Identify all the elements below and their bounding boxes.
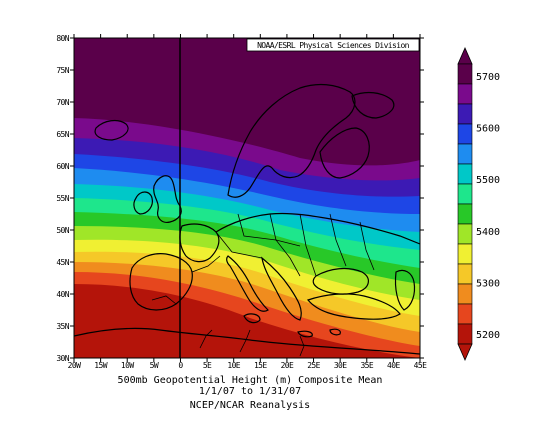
height-field	[74, 38, 420, 358]
lat-tick-label: 30N	[56, 354, 69, 363]
colorbar-bottom-arrow	[457, 343, 473, 361]
border-6	[359, 221, 375, 271]
coast-iberia	[129, 253, 193, 311]
band-13	[74, 284, 420, 358]
lon-tick-label: 45E	[414, 361, 427, 370]
border-3	[269, 213, 301, 277]
colorbar-swatch	[457, 103, 473, 125]
colorbar-swatch	[457, 243, 473, 265]
colorbar-swatch	[457, 283, 473, 305]
coast-cyprus	[329, 328, 341, 336]
border-7	[151, 295, 177, 305]
lat-tick-label: 55N	[56, 194, 69, 203]
colorbar-swatch	[457, 83, 473, 105]
coast-caspian	[394, 269, 416, 311]
lon-tick-label: 30E	[334, 361, 347, 370]
colorbar-label: 5700	[476, 72, 500, 83]
border-2	[237, 213, 301, 247]
coast-africa	[74, 327, 420, 355]
lon-tick-label: 25E	[307, 361, 320, 370]
coast-scandinavia	[227, 83, 356, 198]
coast-iceland	[94, 119, 129, 141]
lat-tick-label: 70N	[56, 98, 69, 107]
colorbar-label: 5300	[476, 278, 500, 289]
lon-tick-label: 5W	[150, 361, 159, 370]
border-11	[299, 335, 305, 357]
colorbar-swatch	[457, 323, 473, 345]
lat-tick-label: 65N	[56, 130, 69, 139]
colorbar: 5700 5600 5500 5400 5300 5200	[457, 47, 500, 361]
lon-tick-label: 20E	[281, 361, 294, 370]
coast-mainland	[215, 212, 420, 245]
coast-blacksea	[312, 267, 369, 295]
colorbar-label: 5500	[476, 175, 500, 186]
colorbar-swatch	[457, 143, 473, 165]
border-5	[329, 213, 347, 267]
caption-dates: 1/1/07 to 1/31/07	[198, 386, 302, 397]
lat-tick-label: 60N	[56, 162, 69, 171]
lon-tick-label: 15W	[94, 361, 107, 370]
coast-france	[179, 223, 220, 263]
lon-tick-label: 10E	[227, 361, 240, 370]
country-borders	[151, 213, 375, 357]
lat-tick-label: 35N	[56, 322, 69, 331]
credit-text: NOAA/ESRL Physical Sciences Division	[257, 41, 410, 50]
coast-ireland	[133, 191, 153, 215]
border-4	[299, 213, 317, 277]
caption-source: NCEP/NCAR Reanalysis	[189, 400, 311, 411]
colorbar-swatch	[457, 203, 473, 225]
lat-tick-label: 45N	[56, 258, 69, 267]
lon-tick-label: 20W	[68, 361, 81, 370]
credit-box	[246, 38, 420, 52]
border-10	[239, 329, 251, 353]
border-1	[215, 231, 263, 259]
coast-italy	[226, 255, 269, 312]
lon-tick-label: 5E	[203, 361, 212, 370]
colorbar-swatch	[457, 263, 473, 285]
lat-tick-label: 40N	[56, 290, 69, 299]
coast-kola	[351, 91, 395, 119]
coast-finland	[319, 127, 370, 179]
colorbar-label: 5600	[476, 124, 500, 135]
lon-tick-label: 15E	[254, 361, 267, 370]
lon-tick-label: 40E	[387, 361, 400, 370]
coast-crete	[297, 330, 313, 338]
colorbar-swatch	[457, 163, 473, 185]
colorbar-label: 5200	[476, 330, 500, 341]
lon-tick-label: 35E	[360, 361, 373, 370]
border-8	[191, 255, 221, 273]
colorbar-label: 5400	[476, 227, 500, 238]
border-9	[199, 329, 213, 349]
colorbar-swatch	[457, 123, 473, 145]
colorbar-top-arrow	[457, 47, 473, 65]
lon-tick-label: 0	[178, 361, 183, 370]
colorbar-swatch	[457, 223, 473, 245]
coastlines	[74, 83, 420, 355]
longitude-axis: 20W 15W 10W 5W 0 5E 10E 15E 20E 25E 30E 35E 40E 45E	[68, 34, 428, 370]
lon-tick-label: 10W	[121, 361, 134, 370]
lat-tick-label: 50N	[56, 226, 69, 235]
latitude-axis: 80N 75N 70N 65N 60N 55N 50N 45N 40N 35N 30N	[56, 34, 424, 363]
coast-balkans	[261, 256, 302, 321]
colorbar-swatch	[457, 63, 473, 85]
coast-sicily	[243, 313, 261, 324]
caption-title: 500mb Geopotential Height (m) Composite …	[117, 375, 383, 386]
lat-tick-label: 75N	[56, 66, 69, 75]
lat-tick-label: 80N	[56, 34, 69, 43]
colorbar-swatch	[457, 183, 473, 205]
colorbar-swatch	[457, 303, 473, 325]
